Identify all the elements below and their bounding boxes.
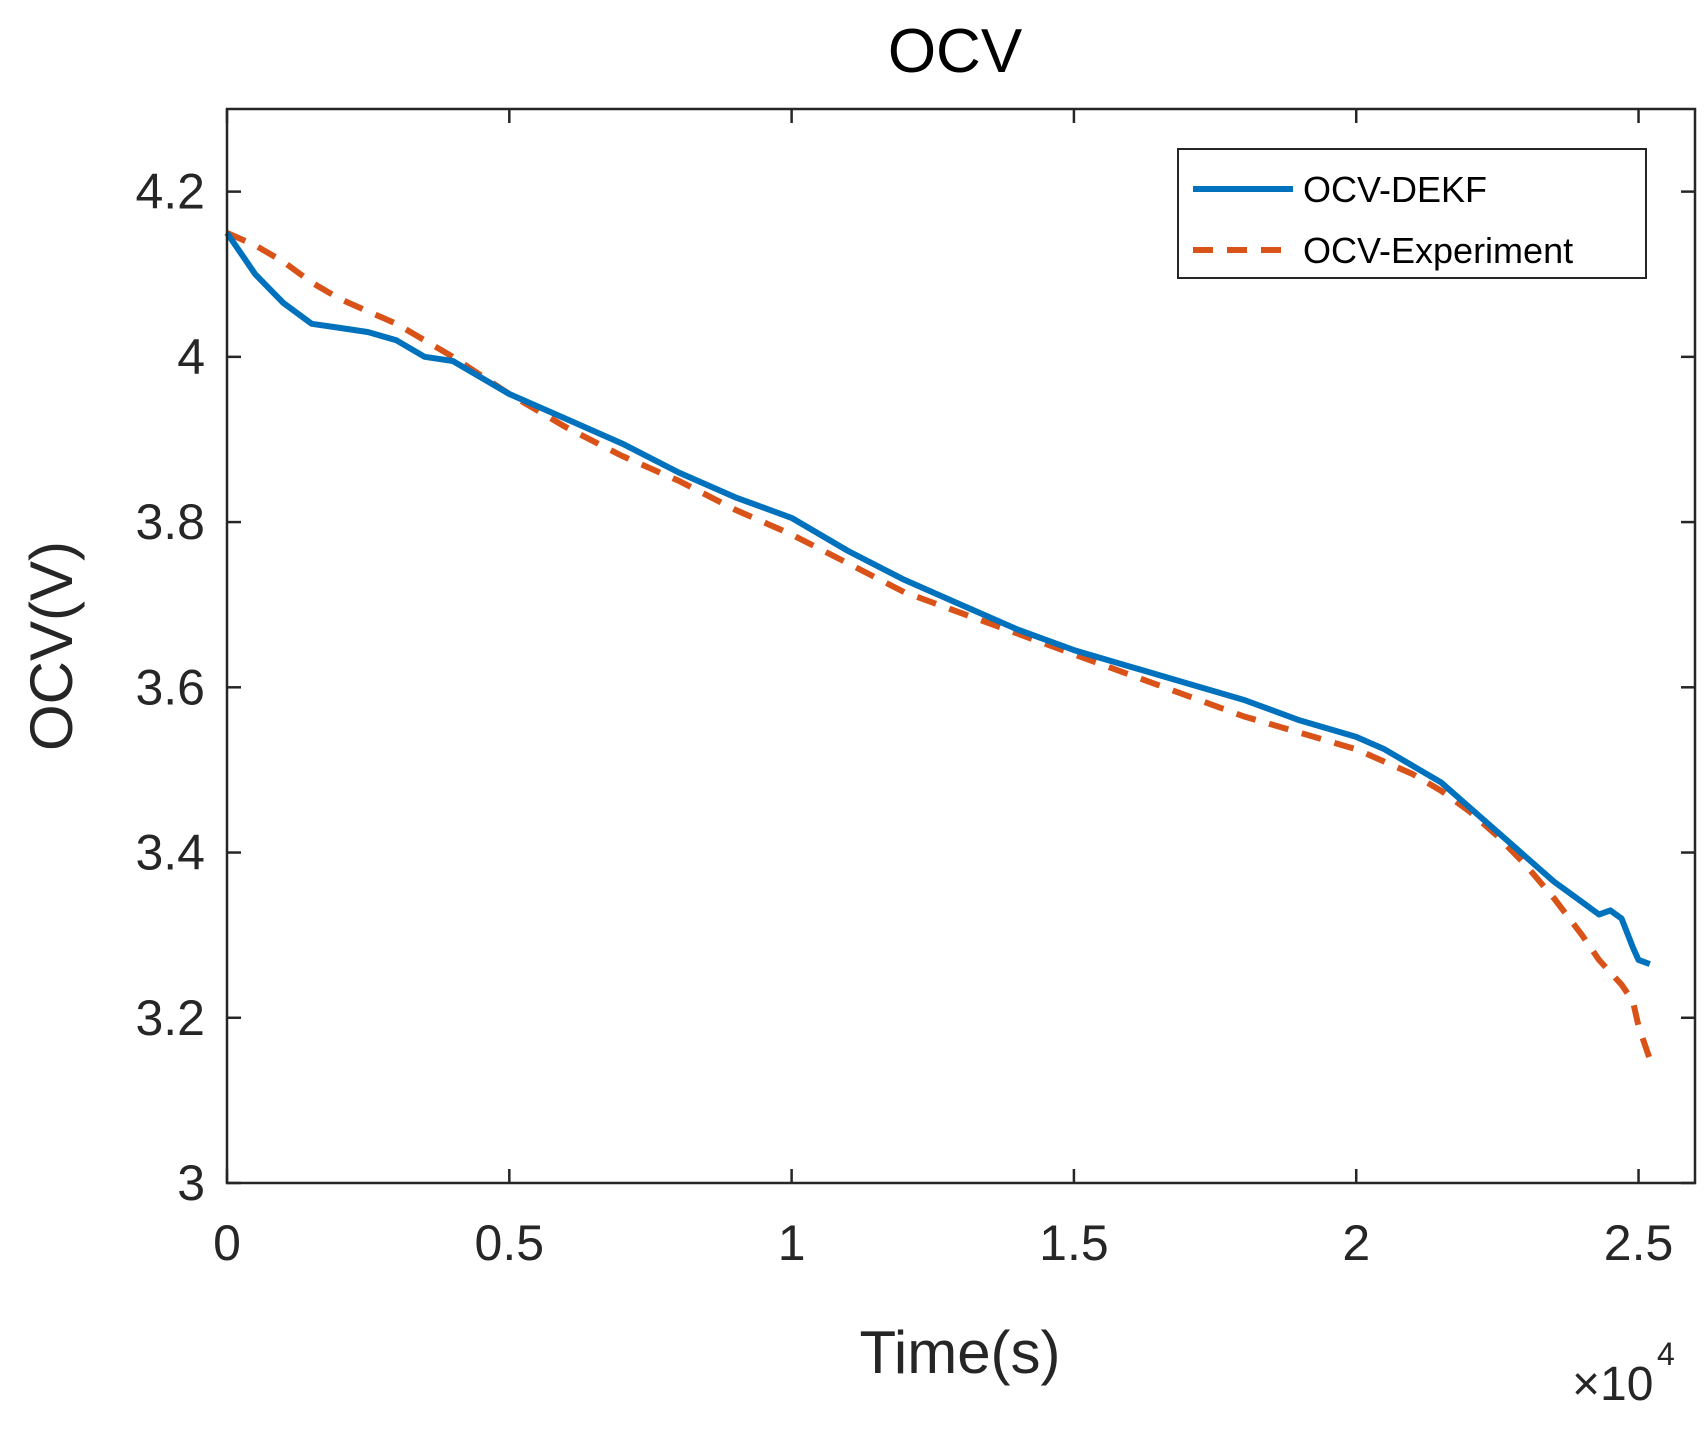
x-axis-multiplier: × 10 4	[1572, 1336, 1675, 1411]
legend-label-ocv-dekf: OCV-DEKF	[1303, 169, 1487, 210]
y-tick-label: 4.2	[135, 164, 205, 220]
legend-box	[1177, 148, 1647, 279]
x-multiplier-base: 10	[1600, 1358, 1653, 1411]
x-tick-label: 1	[778, 1215, 806, 1271]
series-layer	[224, 230, 1653, 1061]
chart-title: OCV	[888, 17, 1023, 86]
x-multiplier-symbol: ×	[1572, 1358, 1600, 1411]
y-axis-label: OCV(V)	[18, 541, 85, 751]
plot-area	[227, 109, 1695, 1183]
legend-label-ocv-experiment: OCV-Experiment	[1303, 230, 1573, 271]
series-line-ocv-dekf	[224, 231, 1651, 967]
plot-frame	[225, 107, 1697, 1185]
x-tick-label: 0.5	[475, 1215, 545, 1271]
y-tick-label: 4	[177, 329, 205, 385]
legend: OCV-DEKF OCV-Experiment	[1177, 148, 1647, 279]
x-axis-label: Time(s)	[859, 1319, 1060, 1386]
axis-ticks: 0 0.5 1 1.5 2 2.5 3 3.2 3.4 3.6 3.8 4 4.2	[135, 109, 1695, 1271]
y-tick-label: 3.6	[135, 659, 205, 715]
y-tick-label: 3.8	[135, 494, 205, 550]
y-tick-label: 3.4	[135, 825, 205, 881]
x-tick-label: 2.5	[1604, 1215, 1674, 1271]
x-multiplier-exponent: 4	[1657, 1336, 1675, 1372]
x-tick-label: 0	[213, 1215, 241, 1271]
x-tick-label: 1.5	[1039, 1215, 1109, 1271]
y-tick-label: 3.2	[135, 990, 205, 1046]
x-tick-label: 2	[1342, 1215, 1370, 1271]
y-tick-label: 3	[177, 1155, 205, 1211]
